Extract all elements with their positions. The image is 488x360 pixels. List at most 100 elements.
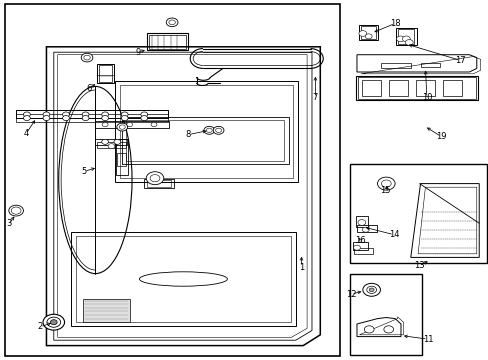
Circle shape	[43, 112, 50, 117]
Bar	[359, 25, 377, 40]
Circle shape	[364, 326, 373, 333]
Circle shape	[23, 116, 30, 121]
Circle shape	[405, 40, 412, 45]
Text: 1: 1	[298, 263, 303, 271]
Circle shape	[396, 36, 404, 42]
Bar	[349, 164, 486, 263]
Bar	[395, 28, 416, 45]
Circle shape	[151, 122, 157, 127]
Circle shape	[108, 144, 115, 149]
Circle shape	[83, 55, 90, 60]
Circle shape	[383, 326, 393, 333]
Text: 9: 9	[136, 48, 141, 57]
Text: 7: 7	[312, 94, 317, 102]
Bar	[97, 142, 126, 148]
Bar	[116, 139, 128, 175]
Bar	[144, 179, 173, 188]
Bar	[16, 114, 167, 122]
Circle shape	[206, 128, 212, 132]
Bar	[76, 236, 290, 322]
Circle shape	[213, 126, 224, 134]
Bar	[361, 80, 381, 96]
Bar	[353, 248, 372, 254]
Circle shape	[203, 126, 214, 134]
Circle shape	[9, 205, 23, 216]
Bar	[381, 63, 410, 68]
Text: 16: 16	[355, 236, 366, 245]
Circle shape	[47, 317, 61, 327]
Bar	[356, 225, 376, 232]
Circle shape	[365, 34, 371, 39]
Circle shape	[43, 314, 64, 330]
Bar	[120, 85, 293, 178]
Circle shape	[11, 207, 21, 214]
Circle shape	[362, 283, 380, 296]
Text: 18: 18	[389, 19, 400, 28]
Circle shape	[50, 320, 57, 325]
Circle shape	[23, 112, 30, 117]
Text: 6: 6	[86, 84, 91, 93]
Circle shape	[126, 122, 132, 127]
Circle shape	[12, 208, 20, 213]
Circle shape	[215, 128, 221, 132]
Bar	[355, 76, 477, 100]
Bar	[420, 63, 439, 67]
Text: 17: 17	[454, 56, 465, 65]
Circle shape	[121, 112, 128, 117]
Circle shape	[381, 180, 390, 187]
Circle shape	[366, 286, 376, 293]
Text: 5: 5	[81, 167, 86, 176]
Circle shape	[62, 112, 69, 117]
Circle shape	[102, 112, 108, 117]
Circle shape	[166, 18, 178, 27]
Bar	[115, 81, 298, 182]
Bar	[95, 121, 168, 128]
Bar	[83, 299, 129, 322]
Circle shape	[368, 288, 373, 292]
Bar	[117, 153, 126, 166]
Bar	[149, 35, 185, 49]
Text: 12: 12	[345, 289, 356, 299]
Bar	[99, 65, 112, 82]
Text: 4: 4	[23, 129, 28, 138]
Circle shape	[102, 122, 108, 127]
Circle shape	[43, 116, 50, 121]
Bar	[415, 80, 434, 96]
Circle shape	[141, 116, 147, 121]
Text: 8: 8	[185, 130, 190, 139]
Bar	[358, 77, 475, 99]
Circle shape	[82, 116, 89, 121]
Circle shape	[81, 53, 93, 62]
Circle shape	[82, 112, 89, 117]
Bar	[5, 4, 339, 356]
Bar	[360, 26, 375, 39]
Circle shape	[146, 172, 163, 185]
Circle shape	[362, 227, 368, 232]
Bar	[388, 80, 407, 96]
Bar	[397, 29, 413, 44]
Bar	[95, 139, 127, 145]
Bar	[16, 110, 167, 118]
Bar	[146, 180, 171, 187]
Text: 19: 19	[435, 132, 446, 141]
Circle shape	[121, 116, 128, 121]
Text: 10: 10	[421, 94, 431, 102]
Bar	[71, 232, 295, 326]
Circle shape	[62, 116, 69, 121]
Circle shape	[168, 20, 175, 25]
Bar	[442, 80, 461, 96]
Circle shape	[141, 112, 147, 117]
Circle shape	[357, 220, 365, 225]
Circle shape	[102, 139, 108, 144]
Text: 15: 15	[379, 186, 390, 195]
Circle shape	[402, 36, 409, 42]
Text: 2: 2	[38, 323, 42, 331]
Bar	[122, 117, 288, 164]
Text: 14: 14	[388, 230, 399, 239]
Bar	[97, 64, 114, 83]
Circle shape	[358, 31, 366, 36]
Bar	[126, 120, 283, 161]
Circle shape	[119, 125, 125, 129]
Circle shape	[117, 123, 127, 131]
Text: 3: 3	[6, 219, 11, 228]
